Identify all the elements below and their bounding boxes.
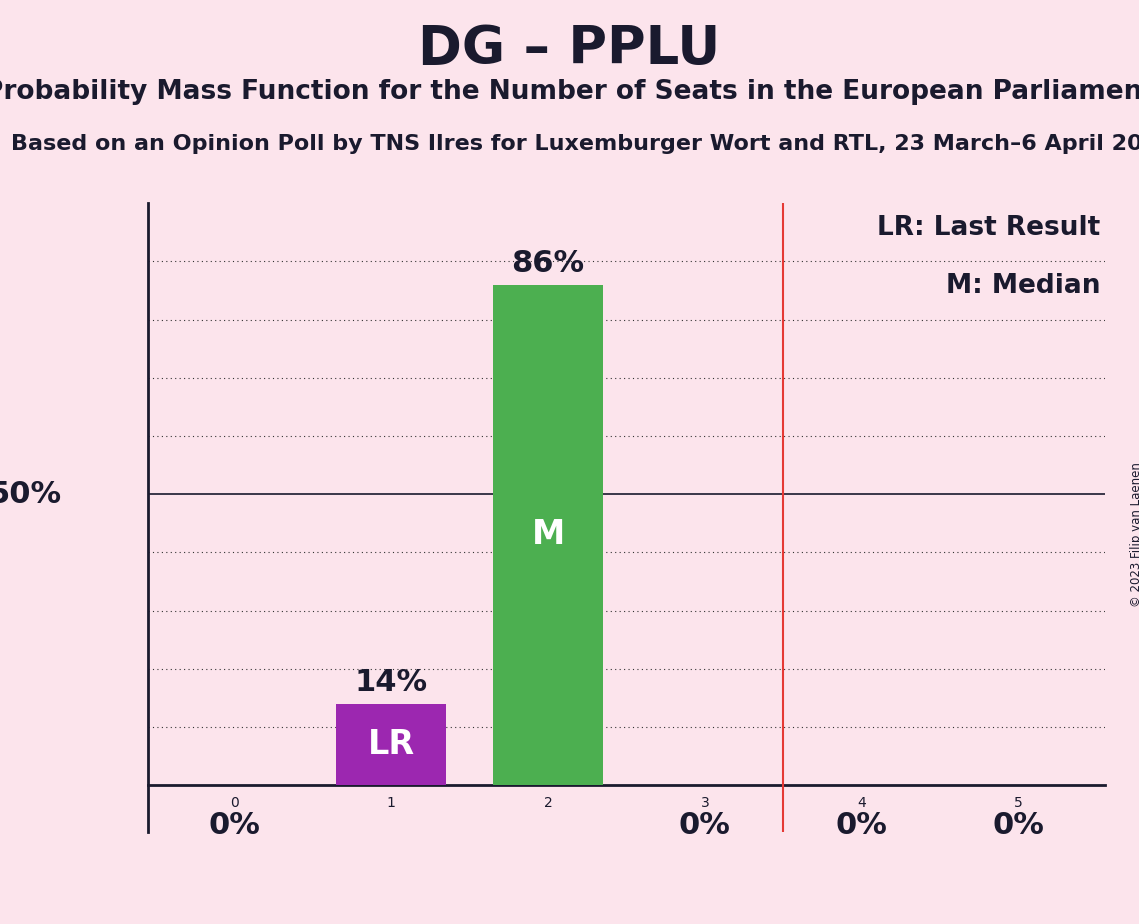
Text: © 2023 Filip van Laenen: © 2023 Filip van Laenen bbox=[1130, 462, 1139, 607]
Text: 0%: 0% bbox=[992, 811, 1044, 840]
Text: 14%: 14% bbox=[354, 668, 428, 697]
Text: LR: LR bbox=[368, 728, 415, 760]
Text: M: Median: M: Median bbox=[945, 274, 1100, 299]
Bar bbox=[493, 285, 603, 785]
Text: 86%: 86% bbox=[511, 249, 584, 278]
Text: 0%: 0% bbox=[836, 811, 887, 840]
Text: 50%: 50% bbox=[0, 480, 62, 509]
Text: 0%: 0% bbox=[208, 811, 261, 840]
Text: Based on an Opinion Poll by TNS Ilres for Luxemburger Wort and RTL, 23 March–6 A: Based on an Opinion Poll by TNS Ilres fo… bbox=[11, 134, 1139, 154]
Bar bbox=[336, 703, 446, 785]
Text: M: M bbox=[532, 518, 565, 552]
Text: 0%: 0% bbox=[679, 811, 731, 840]
Text: Probability Mass Function for the Number of Seats in the European Parliament: Probability Mass Function for the Number… bbox=[0, 79, 1139, 104]
Text: LR: Last Result: LR: Last Result bbox=[877, 215, 1100, 241]
Text: DG – PPLU: DG – PPLU bbox=[418, 23, 721, 75]
